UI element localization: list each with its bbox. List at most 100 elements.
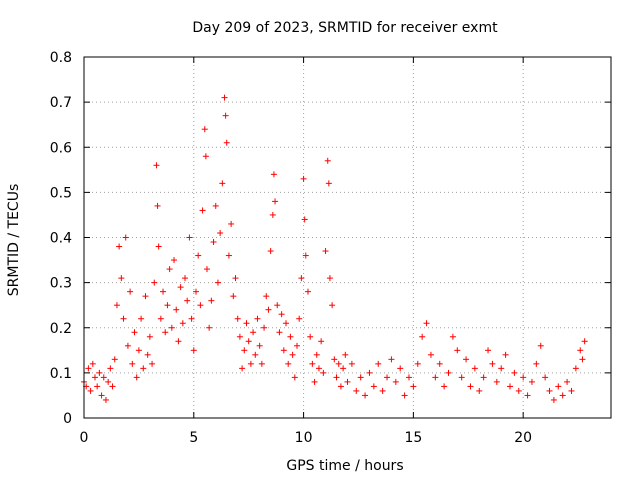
data-point [252, 351, 259, 358]
data-point [401, 392, 408, 399]
y-tick-label: 0.5 [50, 185, 72, 201]
data-point [307, 333, 314, 340]
data-point [572, 365, 579, 372]
data-point [223, 139, 230, 146]
data-point [270, 171, 277, 178]
data-point [243, 320, 250, 327]
data-point [144, 351, 151, 358]
data-point [127, 288, 134, 295]
data-point [550, 396, 557, 403]
data-point [157, 315, 164, 322]
data-point [471, 365, 478, 372]
data-point [131, 329, 138, 336]
data-point [206, 324, 213, 331]
data-point [480, 374, 487, 381]
data-point [120, 315, 127, 322]
data-point [190, 347, 197, 354]
data-point [179, 320, 186, 327]
data-point [168, 324, 175, 331]
data-point [111, 356, 118, 363]
data-point [291, 374, 298, 381]
data-point [177, 284, 184, 291]
y-tick-label: 0.2 [50, 321, 72, 337]
y-tick-label: 0.3 [50, 276, 72, 292]
data-point [197, 302, 204, 309]
data-point [201, 126, 208, 133]
data-point [87, 387, 94, 394]
x-tick-label: 10 [295, 430, 313, 446]
x-tick-label: 0 [80, 430, 89, 446]
y-tick-label: 0.6 [50, 140, 72, 156]
data-point [280, 347, 287, 354]
data-point [379, 387, 386, 394]
data-point [579, 356, 586, 363]
data-point [171, 257, 178, 264]
data-point [283, 320, 290, 327]
axis-ticks: 0 0.1 0.2 0.3 0.4 0.5 0.6 0.7 0.8 0 5 10 15 20 [50, 50, 611, 446]
data-point [344, 378, 351, 385]
data-point [109, 383, 116, 390]
x-axis-label: GPS time / hours [286, 458, 403, 474]
data-point [182, 275, 189, 282]
data-point [301, 216, 308, 223]
data-point [175, 338, 182, 345]
data-point [325, 180, 332, 187]
data-point [142, 293, 149, 300]
data-point [370, 383, 377, 390]
data-point [546, 387, 553, 394]
data-point [511, 369, 518, 376]
data-point [340, 365, 347, 372]
data-point [212, 202, 219, 209]
data-point [384, 374, 391, 381]
x-tick-label: 20 [514, 430, 532, 446]
data-point [568, 387, 575, 394]
data-point [410, 383, 417, 390]
data-point [322, 248, 329, 255]
chart-title: Day 209 of 2023, SRMTID for receiver exm… [192, 20, 498, 36]
data-point [485, 347, 492, 354]
data-point [225, 252, 232, 259]
data-point [414, 360, 421, 367]
data-point [89, 360, 96, 367]
data-point [250, 329, 257, 336]
data-point [274, 302, 281, 309]
data-point [298, 275, 305, 282]
x-tick-label: 5 [189, 430, 198, 446]
data-point [210, 239, 217, 246]
data-point [272, 198, 279, 205]
data-point [113, 302, 120, 309]
data-point [116, 243, 123, 250]
data-point [219, 180, 226, 187]
data-point [100, 374, 107, 381]
data-point [162, 329, 169, 336]
data-point [436, 360, 443, 367]
x-tick-label: 15 [404, 430, 422, 446]
data-point [427, 351, 434, 358]
data-point [241, 347, 248, 354]
data-point [335, 360, 342, 367]
data-point [173, 306, 180, 313]
data-point [203, 266, 210, 273]
data-point [392, 378, 399, 385]
data-point [287, 333, 294, 340]
data-point [353, 387, 360, 394]
data-point [278, 311, 285, 318]
data-point [337, 383, 344, 390]
data-point [524, 392, 531, 399]
data-point [188, 315, 195, 322]
data-point [107, 365, 114, 372]
data-point [199, 207, 206, 214]
data-point [239, 365, 246, 372]
data-point [254, 315, 261, 322]
data-point [91, 374, 98, 381]
data-point [269, 211, 276, 218]
data-point [263, 293, 270, 300]
data-point [234, 315, 241, 322]
data-point [326, 275, 333, 282]
data-point [506, 383, 513, 390]
data-point [348, 360, 355, 367]
data-point [502, 351, 509, 358]
data-point [195, 252, 202, 259]
y-tick-label: 0.7 [50, 95, 72, 111]
data-point [309, 360, 316, 367]
